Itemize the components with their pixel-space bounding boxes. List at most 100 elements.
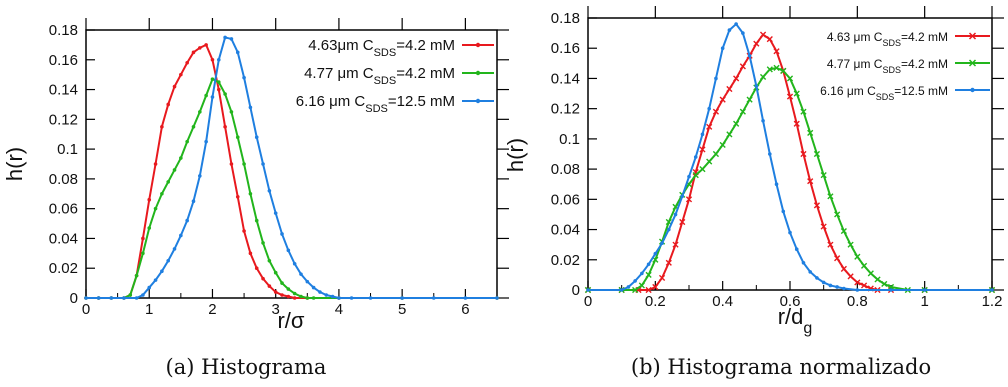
data-point	[261, 241, 265, 245]
data-point	[198, 174, 202, 178]
y-tick-label: 0.04	[551, 222, 580, 239]
data-point	[660, 241, 664, 245]
x-axis-title: r/dg	[778, 304, 813, 337]
legend-marker	[475, 42, 481, 48]
data-point	[727, 28, 732, 32]
data-point	[242, 229, 246, 233]
legend-entry: 6.16 μm CSDS=12.5 mM	[296, 93, 494, 115]
data-point	[860, 262, 868, 269]
data-point	[632, 286, 639, 294]
data-point	[733, 75, 740, 82]
y-tick-label: 0.1	[559, 131, 580, 148]
data-point	[292, 291, 297, 296]
data-point	[261, 276, 265, 281]
data-point	[286, 248, 291, 253]
data-point	[794, 247, 799, 251]
data-point	[766, 36, 773, 43]
data-point	[842, 286, 846, 291]
series-2	[84, 77, 499, 300]
y-tick-label: 0.08	[49, 171, 78, 188]
data-point	[172, 247, 177, 251]
data-point	[109, 296, 114, 300]
series-3	[84, 35, 499, 300]
data-point	[248, 105, 253, 110]
data-point	[626, 285, 631, 289]
data-point	[766, 66, 773, 73]
data-point	[305, 279, 310, 284]
data-point	[337, 296, 341, 300]
data-point	[134, 296, 139, 300]
data-point	[887, 283, 895, 291]
tick-labels: 0 1 2 3 4 5 6 0 0.02 0.04 0.06 0.08 0.1 0.12 0.14 0.16 0…	[49, 22, 470, 318]
data-point	[286, 287, 291, 291]
y-tick-label: 0.04	[49, 230, 78, 247]
legend-label: 6.16 μm CSDS=12.5 mM	[820, 84, 948, 102]
data-point	[198, 110, 202, 114]
data-point	[840, 265, 847, 272]
legend-label: 4.63 μm CSDS=4.2 mM	[827, 30, 948, 48]
data-point	[719, 141, 726, 149]
legend-marker	[475, 98, 481, 104]
x-tick-label: 5	[398, 301, 406, 318]
data-point	[753, 40, 760, 47]
y-tick-label: 0.06	[551, 191, 580, 208]
data-point	[147, 197, 152, 202]
data-point	[640, 271, 644, 276]
legend-entry: 6.16 μm CSDS=12.5 mM	[820, 84, 990, 102]
data-point	[210, 95, 215, 99]
data-point	[773, 48, 780, 55]
y-tick-label: 0.12	[49, 111, 78, 128]
data-point	[204, 139, 208, 144]
x-tick-label: 1	[920, 293, 928, 310]
data-point	[273, 211, 278, 215]
data-point	[280, 281, 284, 285]
data-point	[847, 273, 854, 280]
data-point	[463, 296, 468, 300]
data-point	[204, 93, 208, 98]
data-point	[210, 57, 215, 62]
data-point	[653, 251, 658, 256]
y-tick-label: 0.18	[49, 22, 78, 39]
data-point	[299, 294, 303, 299]
y-tick-label: 0	[70, 290, 78, 307]
data-point	[619, 288, 624, 292]
data-point	[821, 280, 826, 285]
data-point	[699, 166, 706, 173]
y-tick-label: 0.02	[551, 252, 580, 269]
data-point	[273, 270, 278, 275]
x-tick-label: 0	[584, 293, 592, 310]
series-line	[588, 66, 992, 291]
data-point	[179, 72, 183, 77]
data-point	[179, 233, 183, 238]
data-point	[292, 296, 297, 300]
legend-entry: 4.77 μm CSDS=4.2 mM	[304, 65, 494, 87]
legend-entry: 4.63μm CSDS=4.2 mM	[308, 37, 494, 59]
y-tick-label: 0.1	[57, 141, 78, 158]
data-point	[759, 73, 767, 81]
data-point	[706, 123, 713, 130]
data-point	[191, 199, 196, 204]
data-point	[687, 174, 691, 179]
data-point	[828, 283, 833, 288]
data-point	[172, 84, 177, 89]
data-point	[768, 152, 772, 156]
legend: 4.63μm CSDS=4.2 mM 4.77 μm CSDS=4.2 mM 6.1…	[296, 37, 494, 115]
legend-label: 4.77 μm CSDS=4.2 mM	[827, 57, 948, 75]
data-point	[280, 293, 284, 297]
tick-labels: 0 0.2 0.4 0.6 0.8 1 1.2 0 0.02 0.04 0.06 0.08 0.1 0.1…	[551, 10, 1003, 310]
data-point	[160, 191, 164, 196]
legend-marker	[968, 59, 977, 67]
series-3	[586, 22, 994, 292]
data-point	[172, 168, 177, 172]
normalized-histogram-chart: 0 0.2 0.4 0.6 0.8 1 1.2 0 0.02 0.04 0.06 0.08 0.1 0.1…	[503, 6, 1004, 379]
data-point	[773, 64, 780, 71]
y-tick-label: 0.06	[49, 201, 78, 218]
x-tick-label: 0.8	[847, 293, 868, 310]
y-tick-label: 0.14	[551, 70, 580, 87]
data-point	[774, 182, 779, 187]
data-point	[854, 253, 861, 260]
data-point	[786, 93, 794, 100]
data-point	[726, 85, 733, 93]
data-point	[229, 37, 234, 41]
data-point	[191, 50, 196, 55]
